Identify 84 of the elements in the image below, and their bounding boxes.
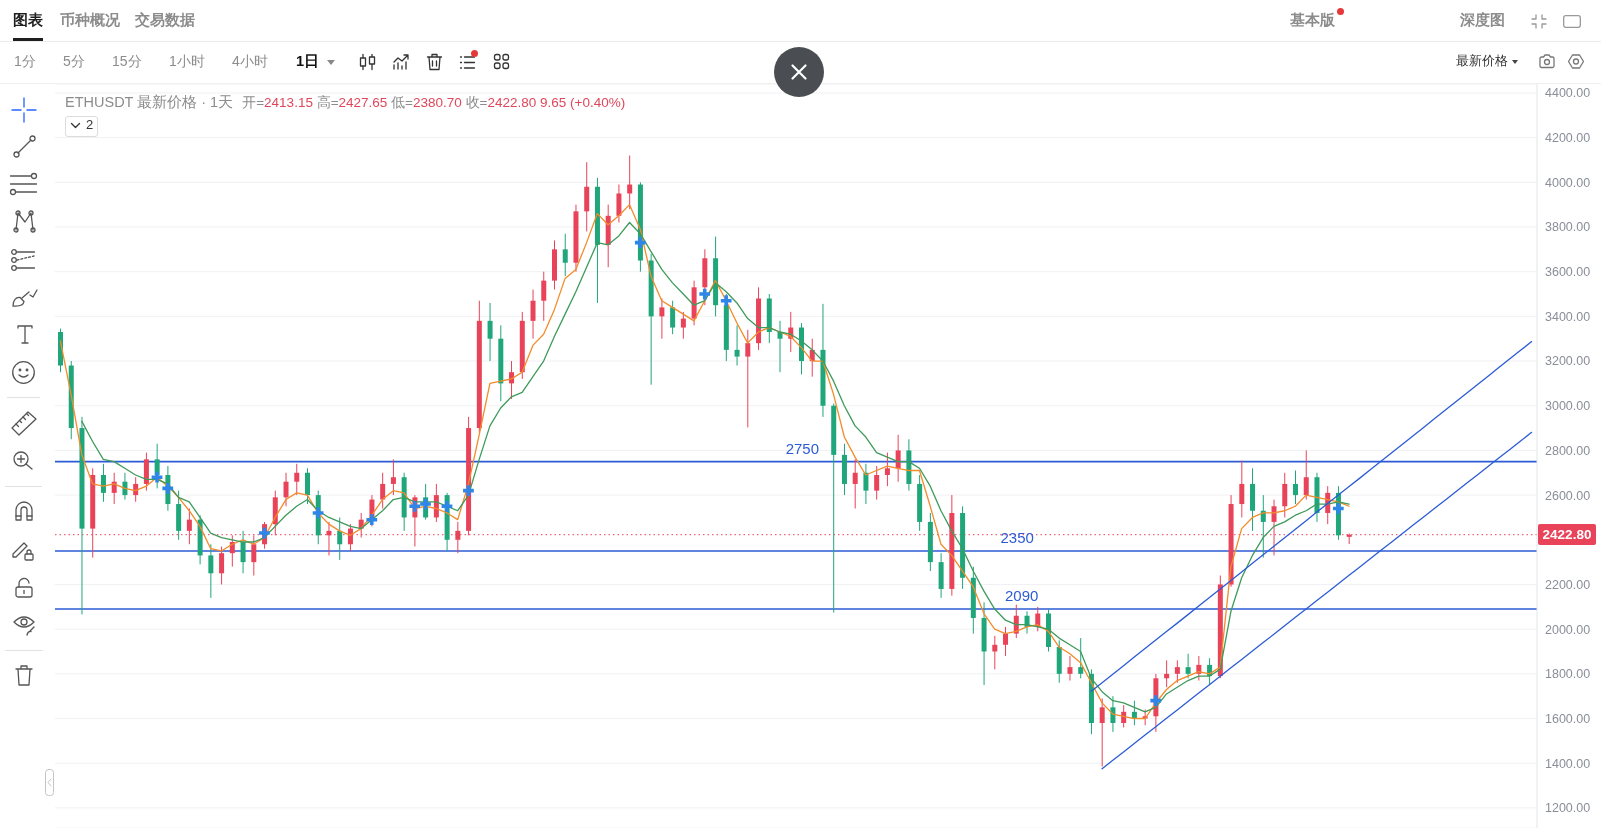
point [366,514,378,526]
candlestick [337,516,343,561]
candlestick [670,300,676,335]
y-tick-label: 1400.00 [1545,756,1591,771]
text: 图表 [13,11,43,29]
candlestick [1239,460,1245,518]
candlestick [100,463,106,503]
text: 开=2413.15 高=2427.65 低=2380.70 收=2422.80 9.65 (+0.40%) [242,95,626,110]
y-tick-label: 4200.00 [1545,131,1591,146]
text: 4小时 [232,53,268,70]
ref-line-label: 2090 [1004,587,1039,605]
y-tick-label: 2200.00 [1545,577,1591,592]
candlestick [1078,637,1084,679]
y-tick-label: 3600.00 [1545,265,1591,280]
y-tick-label: 2600.00 [1545,488,1591,503]
candlestick [1303,449,1309,501]
candlestick [283,472,289,507]
text: 1小时 [169,53,205,70]
candlestick [1185,653,1191,679]
candlestick [734,324,740,367]
point [720,295,732,307]
candlestick [562,233,568,277]
text: 1分 [14,53,36,70]
point [151,471,163,483]
point [312,507,324,519]
candlestick [680,311,686,340]
text: 币种概况 [60,11,120,29]
text: 15分 [112,53,142,70]
text: 基本版 [1290,11,1335,29]
y-tick-label: 3400.00 [1545,309,1591,324]
point [634,237,646,248]
candlestick [1293,470,1298,505]
candlestick [1282,472,1288,518]
candlestick [874,465,880,501]
point [259,527,270,539]
candlestick [541,271,547,322]
ref-line-label: 2422.80 [1538,524,1596,546]
point [699,288,711,300]
point [162,483,174,494]
candlestick [487,302,493,362]
candlestick [852,458,858,509]
candlestick [530,289,536,340]
ref-line-label: 2750 [785,439,819,458]
y-tick-label: 3000.00 [1545,399,1591,414]
candlestick [1067,655,1073,682]
text: 交易数据 [135,11,195,29]
candlestick [380,472,386,509]
candlestick [208,543,214,599]
text: 5分 [63,53,85,70]
y-tick-label: 3800.00 [1545,220,1591,235]
y-tick-label: 2800.00 [1545,443,1591,458]
candlestick [390,458,396,496]
candlestick [1099,697,1105,768]
candlestick [863,463,869,505]
candlestick [1003,626,1009,657]
candlestick [659,297,665,340]
candlestick [1174,659,1180,684]
point [441,500,453,512]
y-tick-label: 1800.00 [1545,667,1591,682]
text: 最新价格 [1456,54,1508,69]
text: 深度图 [1460,11,1505,29]
point [1150,695,1162,707]
candlestick [219,545,225,585]
candlestick [1164,659,1170,688]
text: 1日 [296,53,320,70]
candlestick [305,467,310,505]
candlestick [745,329,751,428]
candlestick [884,452,890,487]
point [409,500,421,512]
candlestick [1110,695,1116,733]
candlestick [294,463,300,496]
y-tick-label: 1200.00 [1545,801,1591,816]
y-tick-label: 3200.00 [1545,354,1591,369]
y-tick-label: 1600.00 [1545,711,1591,726]
y-tick-label: 4000.00 [1545,175,1591,190]
candlestick [616,184,622,224]
y-tick-label: 2000.00 [1545,622,1591,637]
text: ETHUSDT 最新价格 · 1天 [65,93,234,112]
candlestick [895,434,901,483]
y-tick-label: 4400.00 [1545,86,1591,101]
annotation: 2 [86,117,94,133]
ref-line-label: 2350 [1000,528,1034,547]
candlestick [240,530,246,574]
point [420,498,431,510]
